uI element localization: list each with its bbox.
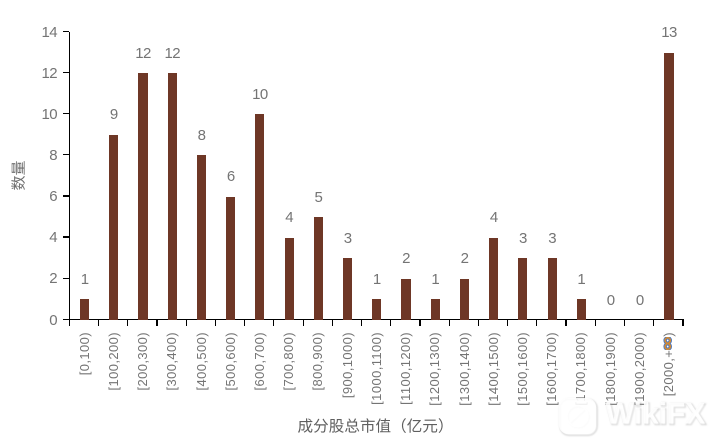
svg-text:WikiFX: WikiFX [606, 397, 706, 430]
svg-text:WikiFX: WikiFX [607, 399, 707, 432]
